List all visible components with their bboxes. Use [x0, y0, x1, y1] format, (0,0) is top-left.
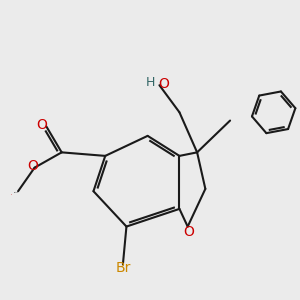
Text: O: O [28, 159, 38, 173]
Text: O: O [184, 225, 195, 239]
Text: O: O [11, 194, 12, 195]
Text: H: H [146, 76, 155, 89]
Text: methyl: methyl [14, 192, 19, 193]
Text: O: O [158, 77, 169, 91]
Text: O: O [37, 118, 47, 132]
Text: Br: Br [116, 261, 131, 275]
